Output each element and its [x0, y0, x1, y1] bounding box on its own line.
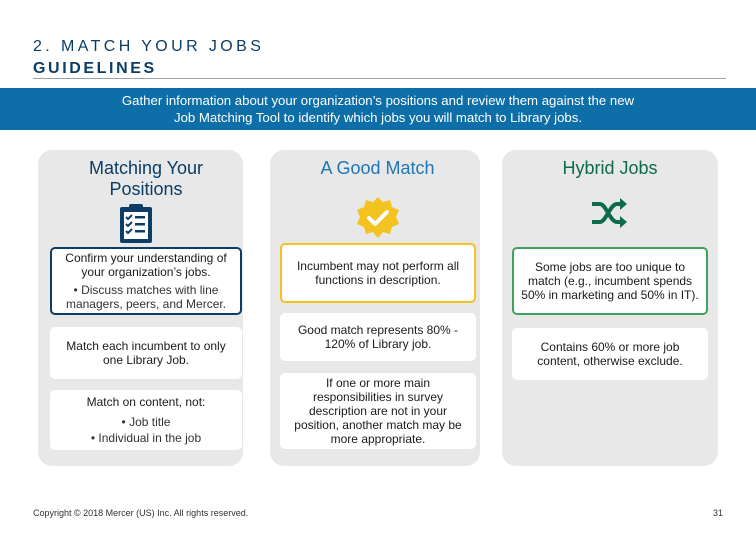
card-text: If one or more main responsibilities in … — [294, 376, 462, 446]
card-match-each-incumbent: Match each incumbent to only one Library… — [50, 327, 242, 379]
column-title-good-match: A Good Match — [320, 158, 435, 178]
card-main-responsibilities: If one or more main responsibilities in … — [280, 373, 476, 449]
column-title-hybrid-jobs: Hybrid Jobs — [562, 158, 658, 178]
title-line-1: 2. MATCH YOUR JOBS — [33, 38, 265, 55]
checkmark-seal-icon — [355, 195, 401, 246]
title-line-2: GUIDELINES — [33, 60, 157, 77]
card-text: Contains 60% or more job content, otherw… — [537, 340, 683, 368]
title-divider — [33, 78, 726, 79]
page-title: 2. MATCH YOUR JOBS GUIDELINES — [33, 36, 264, 80]
shuffle-arrows-icon — [590, 198, 628, 233]
card-text: Match on content, not: — [86, 395, 206, 409]
card-bullet-individual: • Individual in the job — [90, 431, 202, 445]
card-bullet-job-title: • Job title — [121, 415, 171, 429]
card-text: Incumbent may not perform all functions … — [296, 259, 460, 287]
card-contains-60-percent: Contains 60% or more job content, otherw… — [512, 328, 708, 380]
card-text: Match each incumbent to only one Library… — [66, 339, 226, 367]
page-number: 31 — [712, 508, 723, 518]
card-text: Confirm your understanding of your organ… — [65, 251, 227, 279]
card-incumbent-may-not-perform: Incumbent may not perform all functions … — [280, 243, 476, 303]
column-title-matching-positions: Matching Your Positions — [88, 158, 204, 199]
card-subtext: • Discuss matches with line managers, pe… — [65, 283, 227, 311]
banner-line-1: Gather information about your organizati… — [121, 93, 635, 108]
card-match-on-content: Match on content, not: • Job title • Ind… — [50, 390, 242, 450]
card-confirm-understanding: Confirm your understanding of your organ… — [50, 247, 242, 315]
card-some-jobs-too-unique: Some jobs are too unique to match (e.g.,… — [512, 247, 708, 315]
copyright-text: Copyright © 2018 Mercer (US) Inc. All ri… — [33, 508, 249, 518]
banner-line-2: Job Matching Tool to identify which jobs… — [173, 110, 583, 125]
card-text: Some jobs are too unique to match (e.g.,… — [521, 260, 699, 302]
card-good-match-represents: Good match represents 80% - 120% of Libr… — [280, 313, 476, 361]
card-text: Good match represents 80% - 120% of Libr… — [297, 323, 459, 351]
clipboard-checklist-icon — [118, 202, 154, 249]
intro-banner: Gather information about your organizati… — [0, 88, 756, 130]
